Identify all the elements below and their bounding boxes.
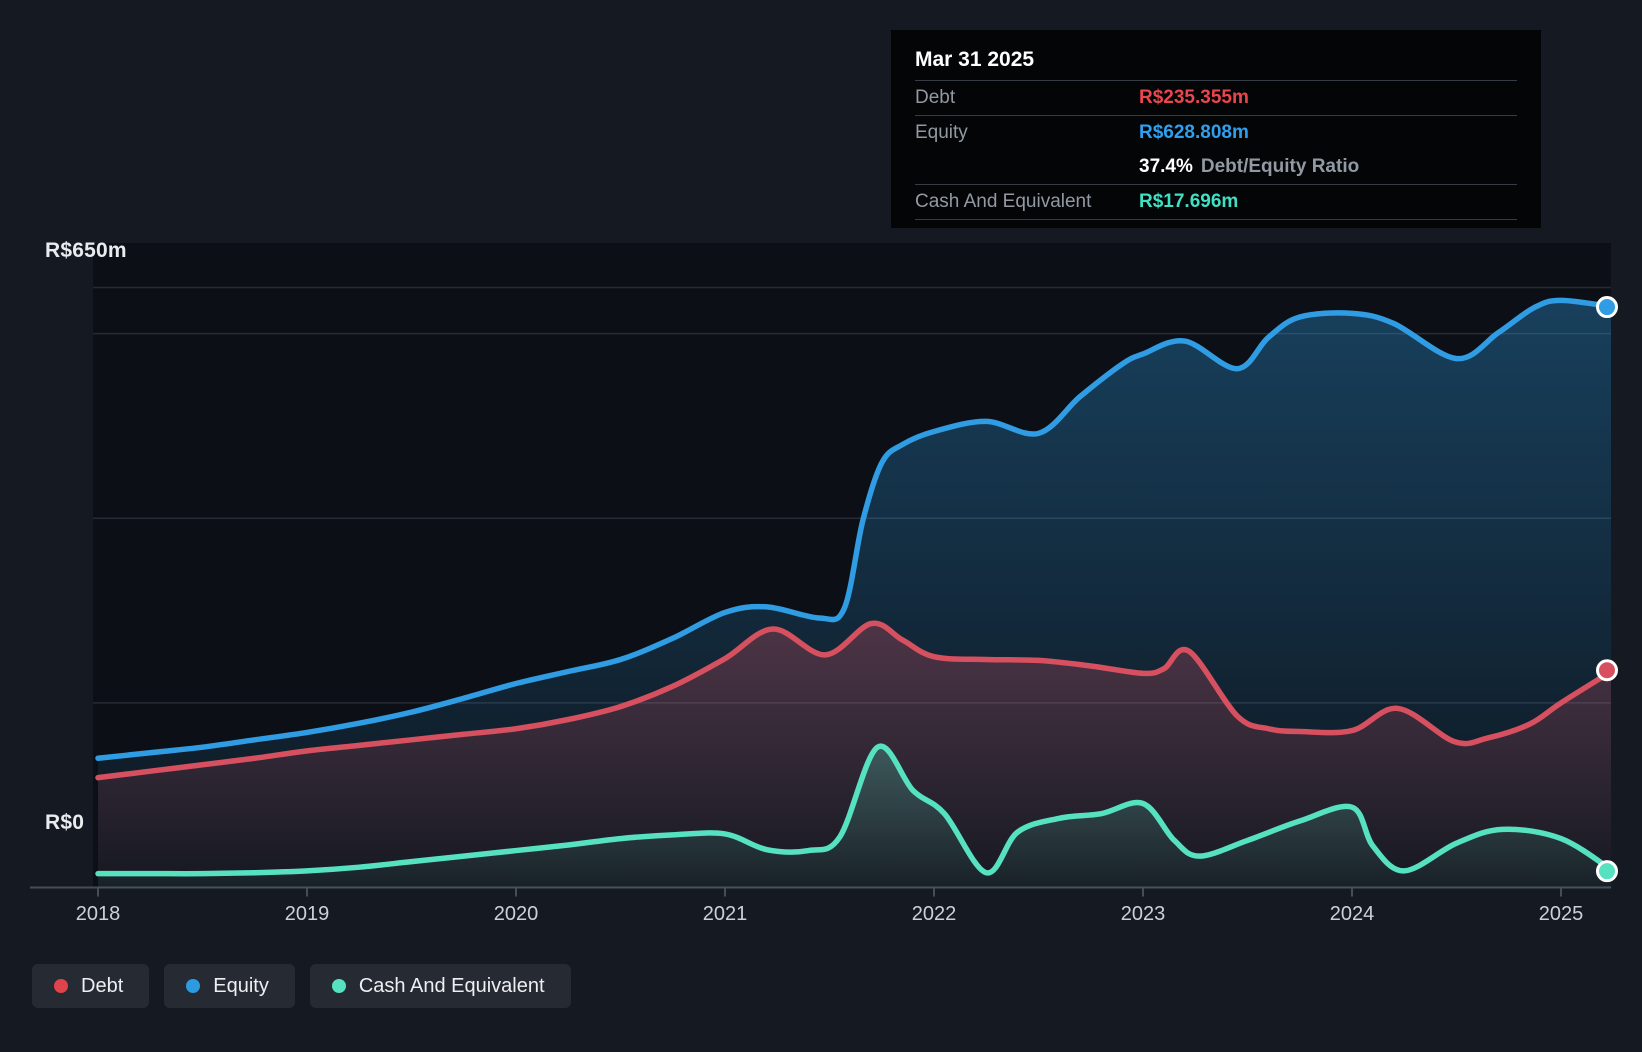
tooltip-debt-label: Debt [915,87,1139,109]
x-axis-year-label-2019: 2019 [285,903,330,926]
legend-dot [186,979,200,993]
tooltip-row-debt: Debt R$235.355m [915,80,1517,115]
legend-dot [54,979,68,993]
debt-end-marker[interactable] [1598,661,1617,680]
tooltip-date: Mar 31 2025 [915,40,1517,80]
legend-item-debt[interactable]: Debt [32,964,149,1008]
tooltip-equity-label: Equity [915,122,1139,144]
tooltip-cash-value: R$17.696m [1139,191,1238,213]
legend-label: Debt [81,975,123,998]
legend-dot [332,979,346,993]
tooltip-row-cash: Cash And Equivalent R$17.696m [915,184,1517,220]
x-axis-year-label-2025: 2025 [1539,903,1584,926]
x-axis-year-label-2020: 2020 [494,903,539,926]
x-axis-year-label-2022: 2022 [912,903,957,926]
tooltip: Mar 31 2025 Debt R$235.355m Equity R$628… [891,30,1541,228]
x-axis-year-label-2023: 2023 [1121,903,1166,926]
tooltip-debt-value: R$235.355m [1139,87,1249,109]
tooltip-ratio-label: Debt/Equity Ratio [1201,156,1359,178]
tooltip-ratio-value: 37.4% [1139,156,1193,178]
tooltip-equity-value: R$628.808m [1139,122,1249,144]
chart-canvas: R$650m R$0 2018 2019 2020 2021 2022 2023 2024 2… [0,0,1642,1052]
x-axis-year-label-2021: 2021 [703,903,748,926]
legend-item-cash-and-equivalent[interactable]: Cash And Equivalent [310,964,571,1008]
cash-and-equivalent-end-marker[interactable] [1598,862,1617,881]
legend-label: Equity [213,975,269,998]
tooltip-cash-label: Cash And Equivalent [915,191,1139,213]
tooltip-row-equity: Equity R$628.808m [915,115,1517,150]
legend-item-equity[interactable]: Equity [164,964,295,1008]
legend-label: Cash And Equivalent [359,975,545,998]
tooltip-row-ratio: 37.4% Debt/Equity Ratio [915,150,1517,184]
x-axis-year-label-2024: 2024 [1330,903,1375,926]
x-axis-year-label-2018: 2018 [76,903,121,926]
legend: Debt Equity Cash And Equivalent [32,964,571,1008]
y-axis-zero-label: R$0 [45,811,84,835]
y-axis-max-label: R$650m [45,239,127,263]
equity-end-marker[interactable] [1598,298,1617,317]
